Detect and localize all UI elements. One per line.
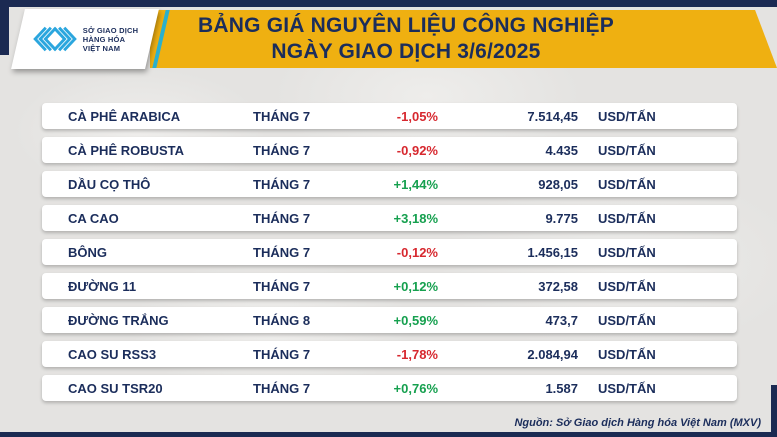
contract-month: THÁNG 7: [253, 380, 311, 396]
table-row: CA CAO THÁNG 7 +3,18% 9.775 USD/TẤN: [42, 205, 737, 231]
price-unit: USD/TẤN: [598, 210, 656, 226]
source-caption: Nguồn: Sở Giao dịch Hàng hóa Việt Nam (M…: [514, 417, 761, 429]
bottom-right-navy-accent: [771, 385, 777, 437]
contract-month: THÁNG 8: [253, 312, 311, 328]
commodity-name: DẦU CỌ THÔ: [68, 176, 151, 192]
price-value: 2.084,94: [527, 346, 578, 362]
price-unit: USD/TẤN: [598, 346, 656, 362]
mxv-logo-text: SỞ GIAO DỊCH HÀNG HÓA VIỆT NAM: [82, 25, 139, 53]
table-row: DẦU CỌ THÔ THÁNG 7 +1,44% 928,05 USD/TẤN: [42, 171, 737, 197]
commodity-name: BÔNG: [68, 244, 107, 260]
contract-month: THÁNG 7: [253, 176, 311, 192]
table-row: BÔNG THÁNG 7 -0,12% 1.456,15 USD/TẤN: [42, 239, 737, 265]
commodity-name: CÀ PHÊ ROBUSTA: [68, 142, 185, 158]
top-navy-bar: [0, 0, 777, 7]
table-row: CÀ PHÊ ROBUSTA THÁNG 7 -0,92% 4.435 USD/…: [42, 137, 737, 163]
change-percent: -0,92%: [396, 142, 438, 158]
price-unit: USD/TẤN: [598, 176, 656, 192]
table-row: ĐƯỜNG TRẮNG THÁNG 8 +0,59% 473,7 USD/TẤN: [42, 307, 737, 333]
contract-month: THÁNG 7: [253, 142, 311, 158]
table-row: CÀ PHÊ ARABICA THÁNG 7 -1,05% 7.514,45 U…: [42, 103, 737, 129]
commodity-name: CAO SU RSS3: [68, 346, 157, 362]
price-value: 372,58: [538, 278, 578, 294]
commodity-name: ĐƯỜNG 11: [68, 278, 137, 294]
title-line-2: NGÀY GIAO DỊCH 3/6/2025: [271, 40, 541, 63]
price-value: 9.775: [545, 210, 578, 226]
price-unit: USD/TẤN: [598, 312, 656, 328]
change-percent: +0,12%: [393, 278, 438, 294]
change-percent: -1,05%: [396, 108, 438, 124]
price-unit: USD/TẤN: [598, 108, 656, 124]
price-unit: USD/TẤN: [598, 380, 656, 396]
change-percent: -0,12%: [396, 244, 438, 260]
contract-month: THÁNG 7: [253, 346, 311, 362]
title-line-1: BẢNG GIÁ NGUYÊN LIỆU CÔNG NGHIỆP: [198, 14, 614, 37]
table-row: ĐƯỜNG 11 THÁNG 7 +0,12% 372,58 USD/TẤN: [42, 273, 737, 299]
title-banner: BẢNG GIÁ NGUYÊN LIỆU CÔNG NGHIỆP NGÀY GI…: [150, 10, 777, 68]
bottom-navy-bar: [0, 432, 777, 437]
mxv-chevron-logo-icon: [32, 26, 77, 52]
change-percent: +0,59%: [393, 312, 438, 328]
commodity-name: CA CAO: [68, 210, 119, 226]
price-unit: USD/TẤN: [598, 244, 656, 260]
contract-month: THÁNG 7: [253, 108, 311, 124]
table-row: CAO SU TSR20 THÁNG 7 +0,76% 1.587 USD/TẤ…: [42, 375, 737, 401]
contract-month: THÁNG 7: [253, 278, 311, 294]
price-value: 1.587: [545, 380, 578, 396]
price-value: 4.435: [545, 142, 578, 158]
price-unit: USD/TẤN: [598, 278, 656, 294]
contract-month: THÁNG 7: [253, 210, 311, 226]
commodity-name: CAO SU TSR20: [68, 380, 163, 396]
price-value: 928,05: [538, 176, 578, 192]
price-value: 1.456,15: [527, 244, 578, 260]
price-table: CÀ PHÊ ARABICA THÁNG 7 -1,05% 7.514,45 U…: [42, 103, 737, 401]
change-percent: -1,78%: [396, 346, 438, 362]
commodity-name: ĐƯỜNG TRẮNG: [68, 312, 169, 328]
price-value: 473,7: [545, 312, 578, 328]
change-percent: +3,18%: [393, 210, 438, 226]
top-left-navy-accent: [0, 0, 9, 55]
price-value: 7.514,45: [527, 108, 578, 124]
price-unit: USD/TẤN: [598, 142, 656, 158]
change-percent: +0,76%: [393, 380, 438, 396]
table-row: CAO SU RSS3 THÁNG 7 -1,78% 2.084,94 USD/…: [42, 341, 737, 367]
change-percent: +1,44%: [393, 176, 438, 192]
contract-month: THÁNG 7: [253, 244, 311, 260]
mxv-logo-plate: SỞ GIAO DỊCH HÀNG HÓA VIỆT NAM: [11, 9, 159, 69]
commodity-name: CÀ PHÊ ARABICA: [68, 108, 181, 124]
